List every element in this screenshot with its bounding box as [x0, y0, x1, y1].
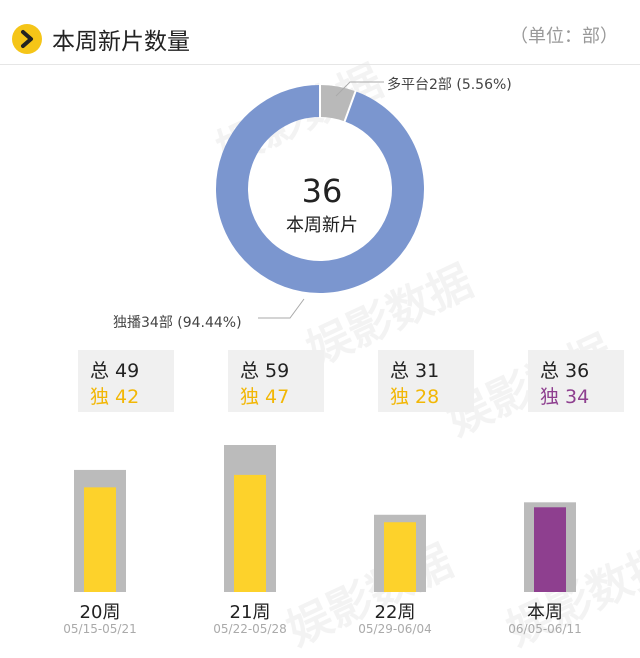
header-divider — [0, 64, 640, 65]
slice-separator — [343, 89, 357, 123]
callout-exclusive: 独播34部 (94.44%) — [113, 315, 242, 331]
week-summary-card: 总 59 独 47 — [228, 350, 324, 412]
week-label: 22周 — [374, 602, 416, 623]
unit-label: （单位：部） — [510, 26, 618, 47]
week-summary-card: 总 49 独 42 — [78, 350, 174, 412]
card-total: 总 31 — [390, 360, 440, 382]
week-summary-card: 总 31 独 28 — [378, 350, 474, 412]
donut-center-value: 36 — [301, 172, 343, 210]
card-exclusive: 独 34 — [540, 386, 590, 408]
leader-line-multi — [335, 81, 384, 97]
bar-exclusive — [534, 507, 566, 592]
card-exclusive: 独 28 — [390, 386, 440, 408]
card-total: 总 36 — [540, 360, 590, 382]
week-label: 21周 — [229, 602, 271, 623]
bar-exclusive — [84, 487, 116, 592]
week-range: 05/15-05/21 — [63, 622, 137, 636]
card-exclusive: 独 47 — [240, 386, 290, 408]
donut-center-label: 本周新片 — [286, 215, 358, 236]
chevron-right-icon — [12, 24, 42, 54]
bar-exclusive — [234, 474, 266, 592]
week-range: 05/22-05/28 — [213, 622, 287, 636]
leader-line-exclusive — [258, 298, 305, 319]
bar-chart — [74, 445, 576, 592]
week-range: 05/29-06/04 — [358, 622, 432, 636]
week-label: 20周 — [79, 602, 121, 623]
bar-exclusive — [384, 522, 416, 592]
page-title: 本周新片数量 — [52, 29, 190, 55]
week-label: 本周 — [527, 602, 563, 623]
callout-multi-platform: 多平台2部 (5.56%) — [387, 77, 512, 93]
week-summary-card: 总 36 独 34 — [528, 350, 624, 412]
card-total: 总 49 — [90, 360, 140, 382]
donut-chart — [216, 81, 424, 319]
card-total: 总 59 — [240, 360, 290, 382]
week-range: 06/05-06/11 — [508, 622, 582, 636]
card-exclusive: 独 42 — [90, 386, 140, 408]
